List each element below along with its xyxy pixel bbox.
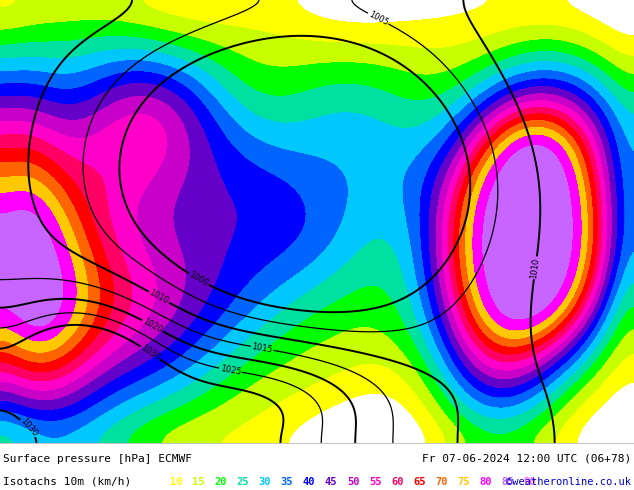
Text: 35: 35 [280, 477, 293, 487]
Text: 30: 30 [258, 477, 271, 487]
Text: 20: 20 [214, 477, 226, 487]
Text: 1010: 1010 [529, 257, 541, 279]
Text: 1005: 1005 [367, 10, 389, 27]
Text: Fr 07-06-2024 12:00 UTC (06+78): Fr 07-06-2024 12:00 UTC (06+78) [422, 454, 631, 464]
Text: 50: 50 [347, 477, 359, 487]
Text: 1015: 1015 [251, 342, 273, 355]
Text: 1020: 1020 [141, 317, 164, 335]
Text: Surface pressure [hPa] ECMWF: Surface pressure [hPa] ECMWF [3, 454, 192, 464]
Text: 1030: 1030 [18, 417, 39, 439]
Text: 45: 45 [325, 477, 337, 487]
Text: 60: 60 [391, 477, 403, 487]
Text: 90: 90 [524, 477, 536, 487]
Text: 25: 25 [236, 477, 249, 487]
Text: Isotachs 10m (km/h): Isotachs 10m (km/h) [3, 477, 131, 487]
Text: 85: 85 [501, 477, 514, 487]
Text: 65: 65 [413, 477, 425, 487]
Text: 70: 70 [436, 477, 448, 487]
Text: 1010: 1010 [148, 288, 171, 306]
Text: ©weatheronline.co.uk: ©weatheronline.co.uk [506, 477, 631, 487]
Text: 55: 55 [369, 477, 382, 487]
Text: 80: 80 [479, 477, 492, 487]
Text: 1030: 1030 [139, 343, 162, 363]
Text: 10: 10 [170, 477, 182, 487]
Text: 1000: 1000 [187, 270, 210, 289]
Text: 15: 15 [192, 477, 204, 487]
Text: 1025: 1025 [219, 364, 242, 377]
Text: 75: 75 [457, 477, 470, 487]
Text: 40: 40 [302, 477, 315, 487]
